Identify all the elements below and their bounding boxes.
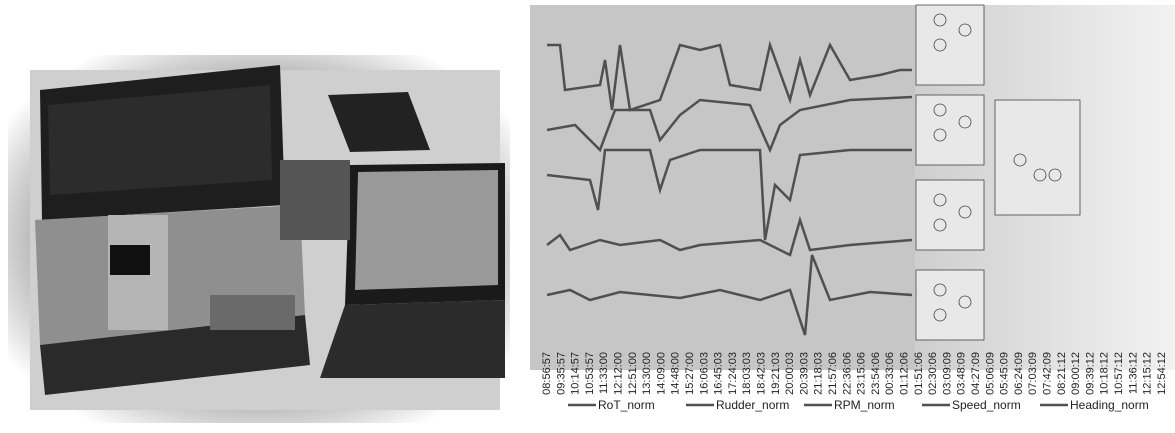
x-tick-label: 16:45:03	[713, 352, 725, 395]
x-tick-label: 01:12:06	[899, 352, 911, 395]
x-tick-label: 12:12:00	[613, 352, 625, 395]
x-tick-label: 22:36:06	[841, 352, 853, 395]
x-tick-label: 20:00:03	[784, 352, 796, 395]
page: 08:56:5709:35:5710:14:5710:53:5711:33:00…	[0, 0, 1175, 428]
x-tick-label: 12:51:00	[627, 352, 639, 395]
x-tick-label: 14:48:00	[670, 352, 682, 395]
x-tick-label: 14:09:00	[655, 352, 667, 395]
x-tick-label: 03:09:09	[941, 352, 953, 395]
x-tick-label: 12:15:12	[1142, 352, 1154, 395]
x-tick-label: 07:42:09	[1042, 352, 1054, 395]
x-tick-label: 00:33:06	[884, 352, 896, 395]
x-tick-label: 17:24:03	[727, 352, 739, 395]
x-tick-label: 15:27:00	[684, 352, 696, 395]
x-tick-label: 20:39:03	[798, 352, 810, 395]
legend-label: Speed_norm	[952, 398, 1021, 412]
x-tick-label: 10:57:12	[1113, 352, 1125, 395]
x-tick-label: 21:18:03	[813, 352, 825, 395]
x-tick-label: 18:03:03	[741, 352, 753, 395]
x-tick-label: 04:27:09	[970, 352, 982, 395]
x-tick-label: 08:56:57	[541, 352, 553, 395]
x-tick-label: 07:03:09	[1027, 352, 1039, 395]
x-tick-label: 18:42:03	[756, 352, 768, 395]
x-tick-label: 01:51:06	[913, 352, 925, 395]
photo	[8, 55, 510, 423]
x-tick-label: 21:57:06	[827, 352, 839, 395]
x-tick-label: 23:54:06	[870, 352, 882, 395]
x-tick-label: 05:06:09	[984, 352, 996, 395]
x-tick-label: 16:06:03	[698, 352, 710, 395]
x-tick-label: 23:15:06	[856, 352, 868, 395]
x-tick-label: 09:00:12	[1070, 352, 1082, 395]
x-tick-label: 11:33:00	[598, 352, 610, 394]
x-tick-label: 13:30:00	[641, 352, 653, 395]
legend-label: Rudder_norm	[716, 398, 789, 412]
x-tick-label: 19:21:03	[770, 352, 782, 395]
legend-label: Heading_norm	[1070, 398, 1149, 412]
x-tick-label: 06:24:09	[1013, 352, 1025, 395]
x-tick-label: 02:30:06	[927, 352, 939, 395]
x-tick-label: 03:48:09	[956, 352, 968, 395]
figure: 08:56:5709:35:5710:14:5710:53:5711:33:00…	[0, 0, 1175, 428]
x-tick-label: 09:39:12	[1084, 352, 1096, 395]
x-tick-label: 10:53:57	[584, 352, 596, 395]
x-tick-label: 09:35:57	[555, 352, 567, 395]
x-tick-label: 08:21:12	[1056, 352, 1068, 395]
legend-label: RoT_norm	[598, 398, 655, 412]
x-tick-label: 10:18:12	[1099, 352, 1111, 395]
x-tick-label: 05:45:09	[999, 352, 1011, 395]
x-tick-label: 10:14:57	[570, 352, 582, 395]
x-tick-label: 12:54:12	[1156, 352, 1168, 395]
legend-label: RPM_norm	[834, 398, 895, 412]
x-tick-label: 11:36:12	[1127, 352, 1139, 394]
